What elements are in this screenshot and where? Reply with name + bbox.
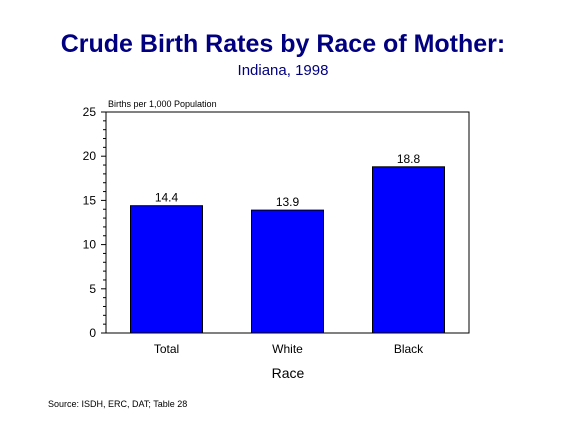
bar-total [130,205,203,334]
data-label: 18.8 [397,152,421,166]
y-tick-label: 0 [89,326,96,340]
x-tick-label: Black [394,342,424,356]
y-tick-label: 25 [83,105,97,119]
chart-title: Crude Birth Rates by Race of Mother: [60,30,506,58]
bar-white [251,209,324,334]
chart-subtitle: Indiana, 1998 [237,62,329,79]
x-tick-label: White [272,342,303,356]
y-tick-label: 20 [83,149,97,163]
y-tick-label: 10 [83,238,97,252]
source-note: Source: ISDH, ERC, DAT; Table 28 [48,399,188,409]
bar-black [372,166,445,334]
x-axis-title: Race [272,365,305,381]
x-tick-label: Total [154,342,179,356]
y-axis-title: Births per 1,000 Population [108,99,217,109]
y-tick-label: 5 [89,282,96,296]
y-tick-label: 15 [83,193,97,207]
data-label: 14.4 [155,191,179,205]
data-label: 13.9 [276,195,300,209]
